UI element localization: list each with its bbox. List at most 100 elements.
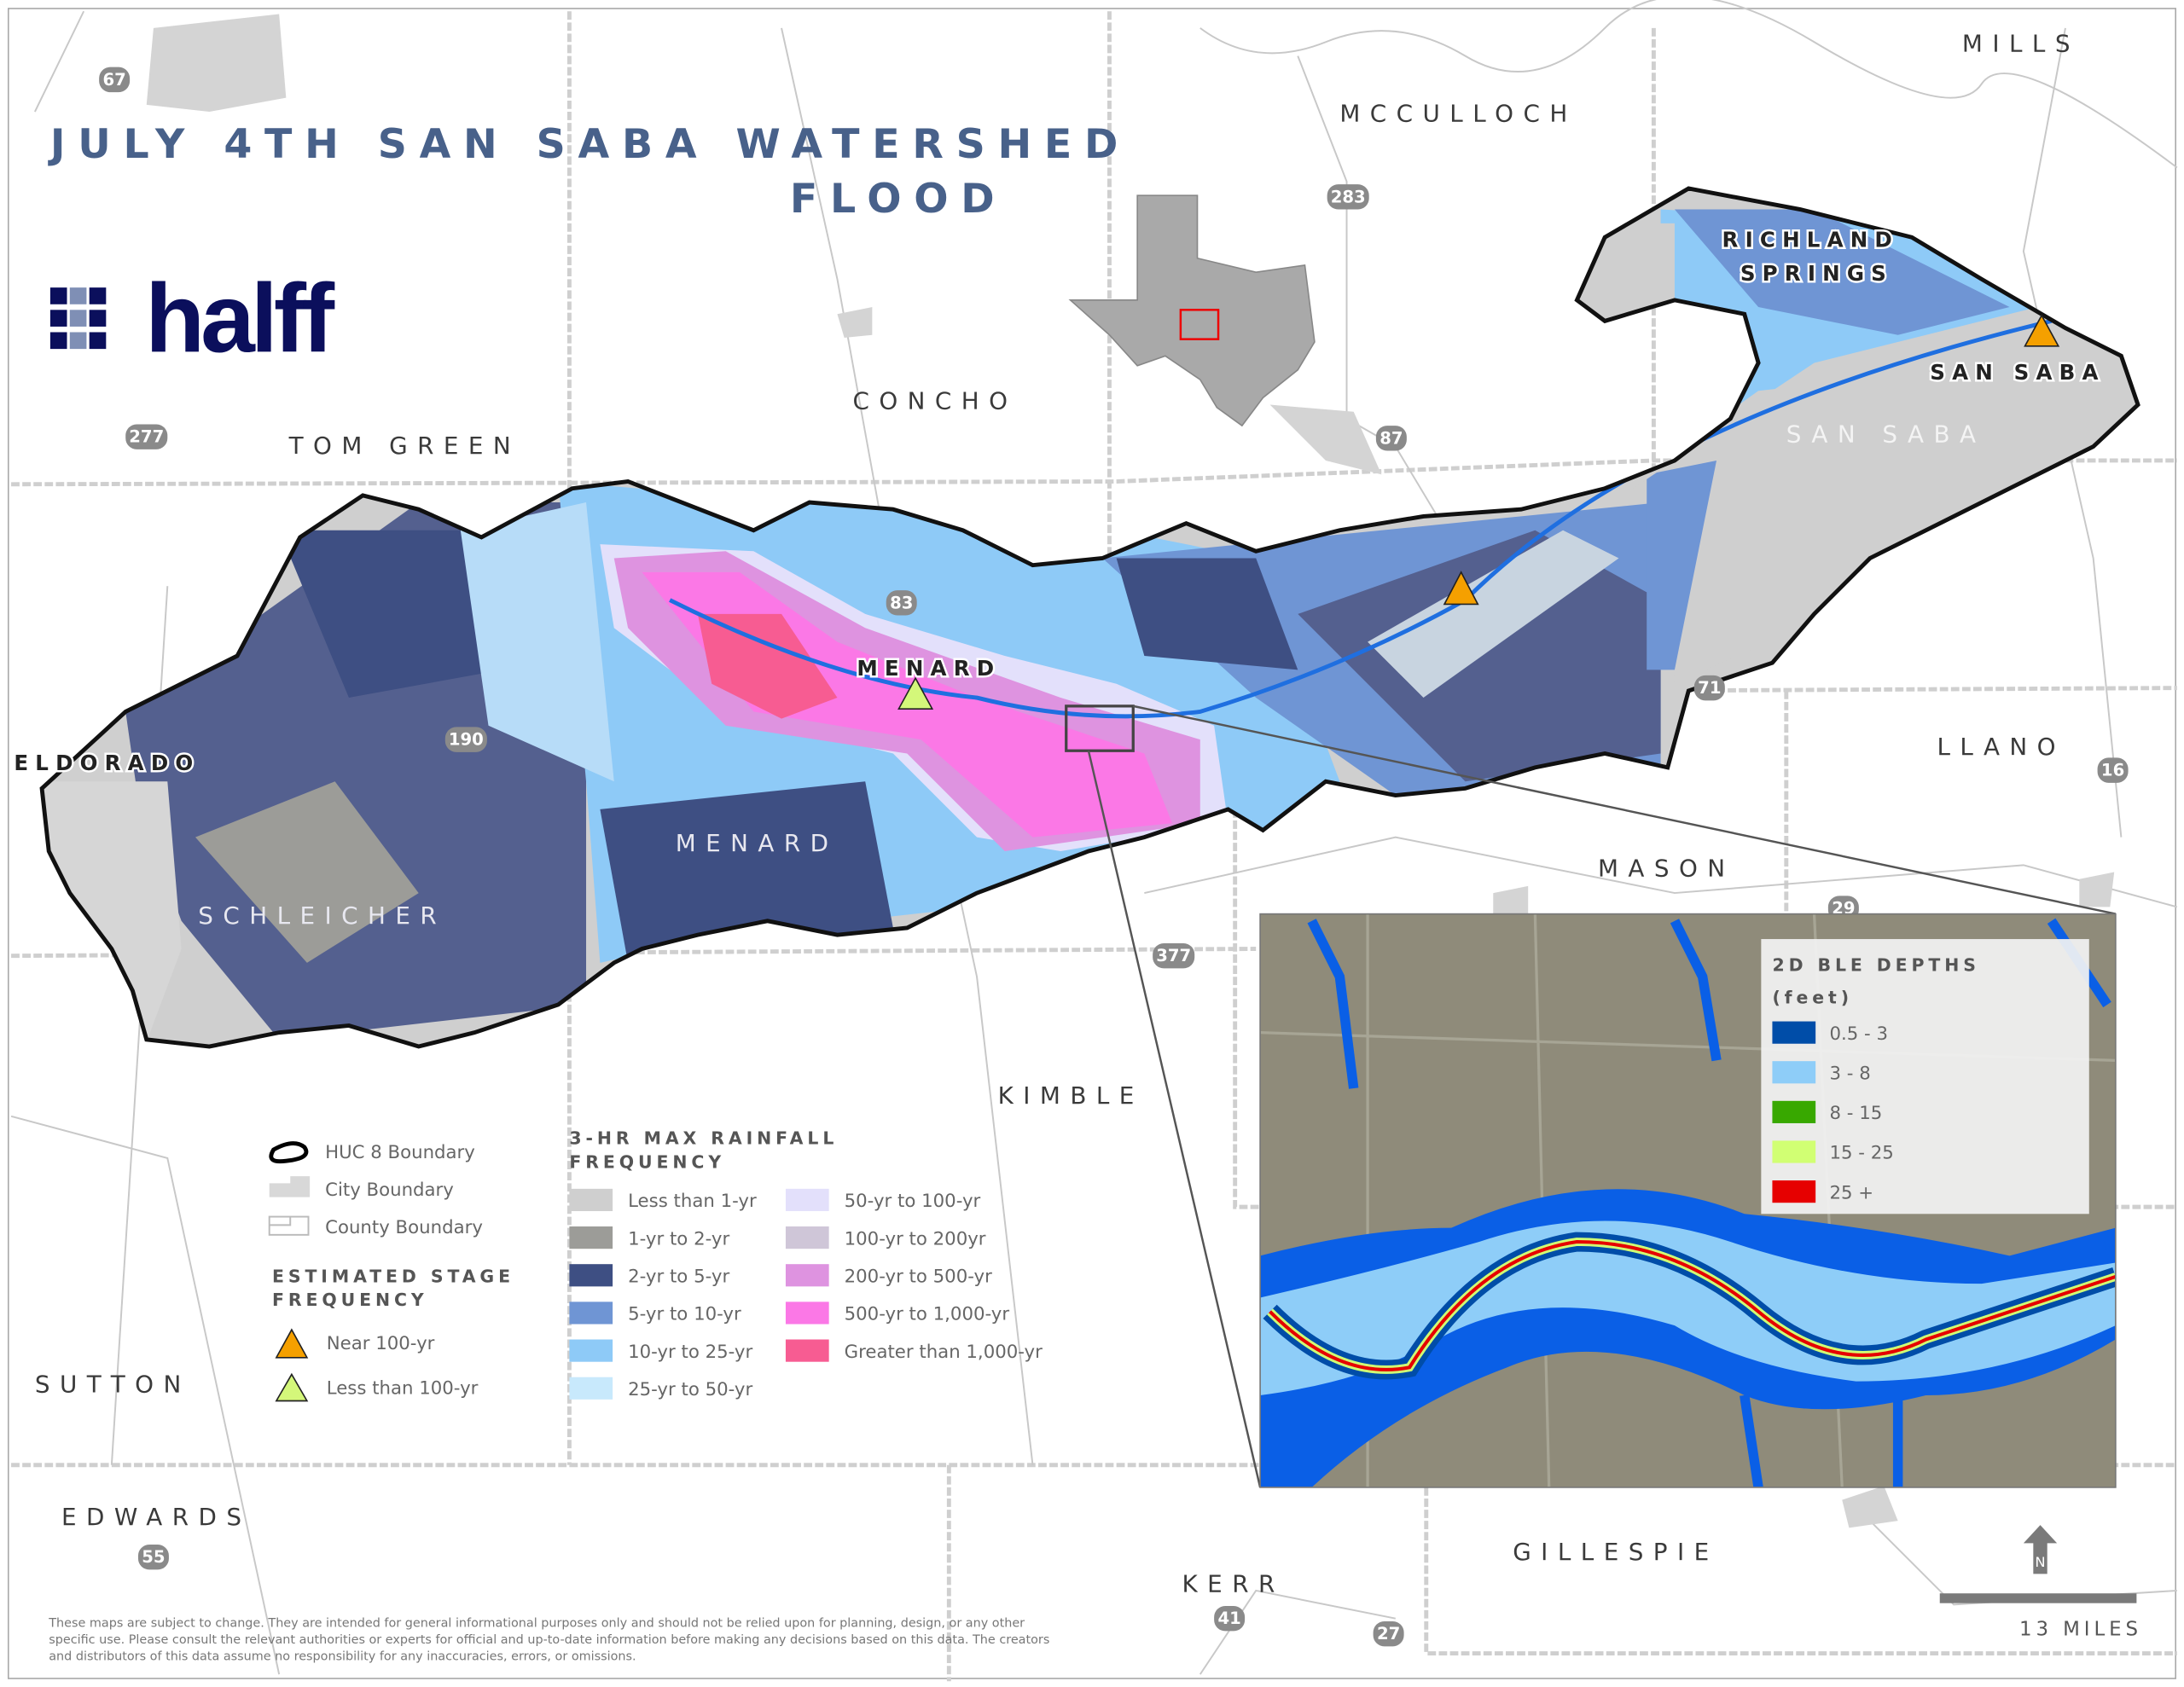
north-arrow-icon — [2023, 1525, 2058, 1574]
legend-label: 3 - 8 — [1830, 1063, 1871, 1084]
near-100yr-marker[interactable] — [1443, 571, 1479, 606]
rainfall-swatch — [569, 1377, 613, 1400]
county-label: SAN SABA — [1786, 420, 1986, 449]
highway-shield: 190 — [444, 727, 487, 752]
county-label: SCHLEICHER — [198, 901, 446, 930]
highway-number: 41 — [1217, 1609, 1240, 1628]
stage-markers — [897, 314, 2060, 710]
callout-line — [1087, 750, 1262, 1488]
halff-logo: halff — [49, 264, 340, 373]
legend-label: Less than 1-yr — [628, 1191, 757, 1212]
inset-extent-box — [1065, 704, 1135, 752]
less-than-100yr-icon — [275, 1372, 309, 1402]
legend-label: 15 - 25 — [1830, 1143, 1894, 1164]
rainfall-swatch — [569, 1301, 613, 1325]
highway-number: 27 — [1377, 1624, 1400, 1644]
legend-label: 0.5 - 3 — [1830, 1023, 1889, 1045]
rainfall-swatch — [785, 1301, 829, 1325]
highway-number: 87 — [1380, 428, 1403, 448]
legend-label: 25 + — [1830, 1182, 1874, 1203]
depth-swatch — [1772, 1180, 1816, 1203]
rainfall-legend-title: FREQUENCY — [569, 1151, 725, 1172]
legend-label: Less than 100-yr — [327, 1377, 479, 1399]
rainfall-swatch — [785, 1264, 829, 1287]
highway-number: 83 — [890, 593, 913, 612]
county-label: CONCHO — [852, 386, 1017, 415]
highway-shield-icon — [99, 67, 131, 93]
near-100yr-marker[interactable] — [2024, 314, 2060, 347]
county-labels: MILLS MCCULLOCH CONCHO TOM GREEN LLANO M… — [35, 30, 2080, 1598]
map-title-line2: FLOOD — [790, 176, 1008, 223]
rainfall-swatch — [569, 1188, 613, 1212]
rainfall-legend-title: 3-HR MAX RAINFALL — [569, 1128, 838, 1149]
rainfall-swatch — [569, 1264, 613, 1287]
county-label: GILLESPIE — [1513, 1538, 1719, 1566]
inset-depth-map[interactable]: 2D BLE DEPTHS (feet) 0.5 - 3 3 - 8 8 - 15 1… — [1259, 913, 2117, 1488]
less-than-100yr-marker[interactable] — [897, 676, 934, 710]
disclaimer: These maps are subject to change. They a… — [48, 1616, 1049, 1663]
huc8-boundary-icon — [269, 1141, 309, 1164]
highway-number: 377 — [1156, 946, 1191, 965]
highway-shield: 55 — [137, 1544, 169, 1570]
rainfall-swatch — [569, 1339, 613, 1362]
north-arrow: N — [2023, 1525, 2058, 1574]
highway-shield: 71 — [1693, 675, 1725, 701]
depth-swatch — [1772, 1100, 1816, 1123]
highway-shield-icon — [886, 590, 917, 616]
county-label: EDWARDS — [61, 1503, 251, 1531]
highway-shield: 67 — [99, 67, 131, 93]
legend-label: 50-yr to 100-yr — [845, 1191, 981, 1212]
legend-label: Near 100-yr — [327, 1333, 435, 1354]
near-100yr-icon — [275, 1328, 309, 1359]
legend-label: County Boundary — [325, 1217, 483, 1238]
county-label: MILLS — [1962, 30, 2080, 58]
highway-shield-icon — [2097, 757, 2129, 783]
study-area-marker — [1179, 309, 1220, 340]
highway-shield: 87 — [1375, 426, 1407, 451]
county-boundary-icon — [268, 1215, 310, 1236]
legend-label: 5-yr to 10-yr — [628, 1304, 741, 1325]
city-label: ELDORADO — [14, 751, 200, 775]
highway-shield-icon — [1327, 184, 1369, 210]
highway-number: 16 — [2101, 761, 2124, 780]
callout-line — [1133, 704, 2117, 915]
rainfall-swatch — [569, 1226, 613, 1249]
county-label: LLANO — [1937, 733, 2065, 761]
highway-shield-icon — [1153, 942, 1195, 969]
city-labels: ELDORADO MENARD RICHLAND SPRINGS SAN SAB… — [12, 225, 2100, 777]
logo-text: halff — [145, 264, 335, 373]
disclaimer-line: and distributors of this data assume no … — [49, 1650, 636, 1664]
legend-label: 200-yr to 500-yr — [845, 1266, 992, 1287]
map-title-line1: JULY 4TH SAN SABA WATERSHED — [48, 121, 1130, 168]
highway-number: 55 — [142, 1547, 165, 1567]
county-label: KERR — [1182, 1570, 1285, 1598]
legend-label: 500-yr to 1,000-yr — [845, 1304, 1010, 1325]
legend-label: 2-yr to 5-yr — [628, 1266, 729, 1287]
legend-label: HUC 8 Boundary — [325, 1142, 475, 1163]
rainfall-swatch — [785, 1339, 829, 1362]
highway-shield-icon — [125, 424, 168, 449]
highway-shield: 27 — [1373, 1620, 1404, 1647]
city-label: SPRINGS — [1740, 261, 1893, 286]
rainfall-swatch — [785, 1226, 829, 1249]
county-label: MASON — [1598, 854, 1735, 882]
highway-shield: 277 — [125, 424, 168, 449]
inset-legend: 2D BLE DEPTHS (feet) 0.5 - 3 3 - 8 8 - 15 1… — [1761, 939, 2089, 1215]
county-label: TOM GREEN — [288, 432, 521, 460]
stage-legend-title: FREQUENCY — [272, 1290, 428, 1310]
highway-shield-icon — [444, 727, 487, 752]
inset-legend-unit: (feet) — [1772, 987, 1853, 1007]
county-label: KIMBLE — [998, 1081, 1144, 1110]
highway-number: 277 — [129, 427, 164, 447]
scale-bar: 13 MILES — [1939, 1593, 2138, 1640]
north-label: N — [2035, 1554, 2045, 1570]
depth-swatch — [1772, 1140, 1816, 1163]
depth-swatch — [1772, 1021, 1816, 1044]
highway-shield: 16 — [2097, 757, 2129, 783]
legend: HUC 8 Boundary City Boundary County Boun… — [268, 1128, 1043, 1402]
highway-shield: 41 — [1214, 1605, 1246, 1632]
roads — [10, 0, 2178, 1675]
disclaimer-line: These maps are subject to change. They a… — [48, 1616, 1025, 1630]
